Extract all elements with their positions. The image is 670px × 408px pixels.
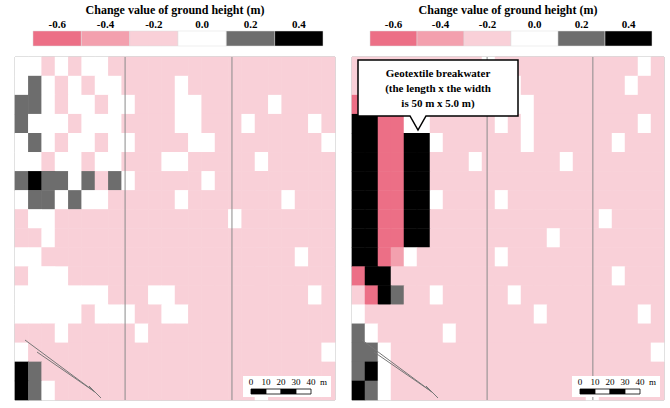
svg-text:20: 20 [277, 377, 287, 387]
svg-text:30: 30 [292, 377, 302, 387]
svg-text:m: m [649, 377, 656, 387]
svg-text:40: 40 [307, 377, 317, 387]
svg-text:20: 20 [606, 377, 616, 387]
svg-text:10: 10 [591, 377, 601, 387]
svg-text:-0.2: -0.2 [145, 18, 163, 30]
svg-text:0.2: 0.2 [575, 18, 589, 30]
svg-text:-0.4: -0.4 [97, 18, 115, 30]
svg-text:0: 0 [249, 377, 254, 387]
svg-text:0.0: 0.0 [195, 18, 209, 30]
svg-text:-0.6: -0.6 [48, 18, 66, 30]
svg-text:0.4: 0.4 [622, 18, 636, 30]
svg-text:-0.6: -0.6 [385, 18, 403, 30]
svg-text:0: 0 [578, 377, 583, 387]
svg-text:40: 40 [636, 377, 646, 387]
svg-text:m: m [320, 377, 327, 387]
svg-text:(the length x the width: (the length x the width [385, 82, 491, 95]
svg-text:Change value of ground height: Change value of ground height (m) [419, 3, 598, 17]
svg-text:Geotextile breakwater: Geotextile breakwater [386, 67, 491, 79]
svg-text:Change value of ground height: Change value of ground height (m) [86, 3, 265, 17]
svg-text:0.2: 0.2 [244, 18, 258, 30]
svg-text:10: 10 [262, 377, 272, 387]
svg-text:0.0: 0.0 [528, 18, 542, 30]
svg-text:0.4: 0.4 [292, 18, 306, 30]
svg-text:is 50 m x 5.0 m): is 50 m x 5.0 m) [401, 97, 475, 110]
svg-text:-0.2: -0.2 [479, 18, 497, 30]
svg-text:30: 30 [621, 377, 631, 387]
svg-text:-0.4: -0.4 [432, 18, 450, 30]
